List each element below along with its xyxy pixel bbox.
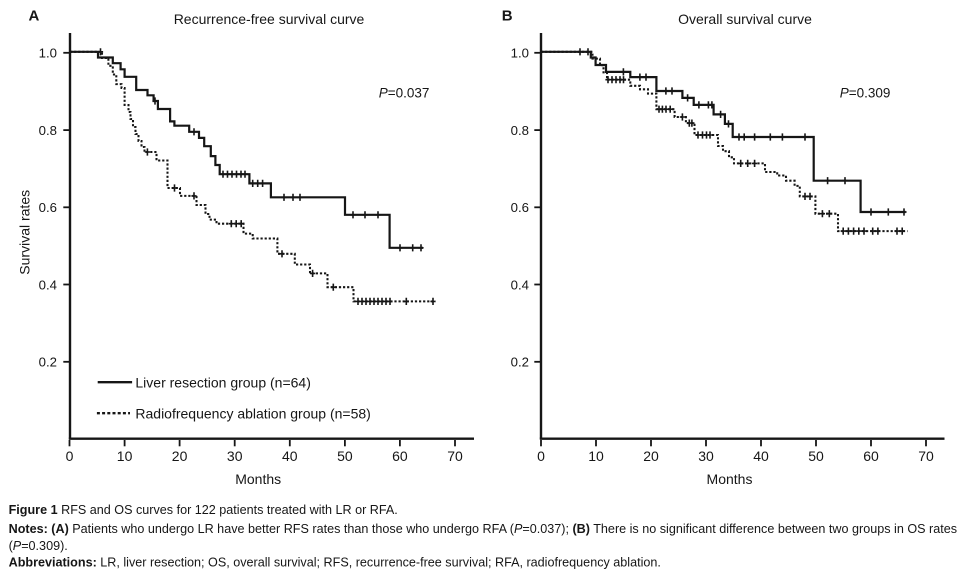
svg-text:0.6: 0.6 [511, 200, 529, 215]
svg-text:10: 10 [117, 448, 133, 464]
svg-text:0: 0 [66, 448, 74, 464]
svg-text:0.8: 0.8 [511, 123, 529, 138]
svg-text:Months: Months [707, 471, 753, 487]
svg-text:70: 70 [447, 448, 463, 464]
svg-text:70: 70 [918, 448, 934, 464]
svg-text:40: 40 [282, 448, 298, 464]
svg-text:60: 60 [863, 448, 879, 464]
svg-text:Liver resection group (n=64): Liver resection group (n=64) [135, 375, 311, 391]
svg-text:40: 40 [753, 448, 769, 464]
svg-text:50: 50 [808, 448, 824, 464]
svg-text:Abbreviations: LR, liver resec: Abbreviations: LR, liver resection; OS, … [9, 556, 661, 570]
svg-text:0.2: 0.2 [511, 355, 529, 370]
svg-text:10: 10 [588, 448, 604, 464]
svg-text:Notes: (A) Patients who underg: Notes: (A) Patients who undergo LR have … [9, 522, 957, 536]
svg-text:B: B [502, 7, 513, 24]
svg-text:A: A [29, 7, 40, 24]
svg-text:Radiofrequency ablation group: Radiofrequency ablation group (n=58) [135, 406, 370, 422]
svg-text:50: 50 [337, 448, 353, 464]
svg-text:1.0: 1.0 [511, 46, 529, 61]
svg-text:0.6: 0.6 [39, 200, 57, 215]
svg-text:P=0.037: P=0.037 [379, 85, 430, 100]
svg-text:20: 20 [643, 448, 659, 464]
svg-text:30: 30 [698, 448, 714, 464]
svg-text:Months: Months [235, 471, 281, 487]
svg-text:Recurrence-free survival curve: Recurrence-free survival curve [174, 11, 365, 27]
svg-text:0: 0 [537, 448, 545, 464]
svg-text:Overall survival curve: Overall survival curve [678, 11, 812, 27]
svg-text:1.0: 1.0 [39, 46, 57, 61]
svg-text:P=0.309: P=0.309 [840, 85, 891, 100]
svg-text:30: 30 [227, 448, 243, 464]
svg-text:Survival rates: Survival rates [17, 190, 33, 275]
svg-text:0.4: 0.4 [39, 277, 57, 292]
svg-text:(P=0.309).: (P=0.309). [9, 539, 68, 553]
svg-text:Figure 1 RFS and OS curves for: Figure 1 RFS and OS curves for 122 patie… [9, 503, 398, 517]
svg-text:60: 60 [392, 448, 408, 464]
svg-text:0.2: 0.2 [39, 355, 57, 370]
svg-text:20: 20 [172, 448, 188, 464]
svg-text:0.4: 0.4 [511, 277, 529, 292]
svg-text:0.8: 0.8 [39, 123, 57, 138]
